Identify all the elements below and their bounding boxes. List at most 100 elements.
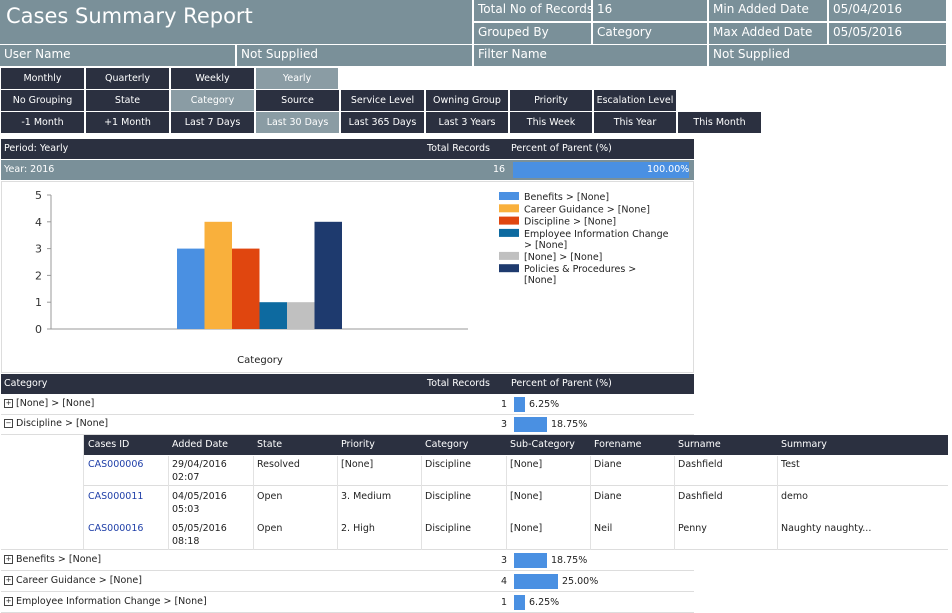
category-percent-header: Percent of Parent (%) — [511, 378, 612, 389]
detail-row[interactable]: CAS000011 04/05/2016 Open 3. Medium Discipli… — [84, 488, 948, 518]
expand-icon[interactable]: + — [4, 399, 13, 408]
group-none-button[interactable]: No Grouping — [1, 90, 85, 111]
group-state-button[interactable]: State — [86, 90, 170, 111]
category-row[interactable]: + [None] > [None] 1 6.25% — [1, 395, 694, 415]
user-name-value: Not Supplied — [237, 45, 472, 66]
chart-x-label: Category — [237, 355, 283, 366]
legend-swatch — [499, 228, 519, 237]
case-id-link[interactable]: CAS000011 — [88, 491, 144, 502]
total-records-label: Total No of Records — [474, 0, 591, 21]
detail-cell: Dashfield — [678, 459, 723, 470]
period-weekly-button[interactable]: Weekly — [171, 68, 255, 89]
category-row-total: 1 — [501, 399, 508, 410]
legend-label: Discipline > [None] — [524, 217, 616, 228]
group-service-level-button[interactable]: Service Level — [341, 90, 425, 111]
detail-col-header: Priority — [341, 439, 375, 450]
detail-col-divider — [337, 456, 338, 550]
max-date-label: Max Added Date — [709, 23, 827, 44]
category-row-label: [None] > [None] — [16, 398, 95, 409]
detail-time: 02:07 — [172, 472, 200, 483]
period-col-header: Period: Yearly — [4, 143, 69, 154]
category-row-total: 1 — [501, 597, 508, 608]
group-priority-button[interactable]: Priority — [510, 90, 593, 111]
group-category-button[interactable]: Category — [171, 90, 255, 111]
detail-cell: [None] — [341, 459, 374, 470]
detail-cell: Diane — [594, 459, 622, 470]
range-this-year-button[interactable]: This Year — [594, 112, 677, 133]
legend-swatch — [499, 251, 519, 260]
category-total-header: Total Records — [427, 378, 490, 389]
expand-icon[interactable]: + — [4, 555, 13, 564]
detail-row[interactable]: CAS000006 29/04/2016 Resolved [None] Discipl… — [84, 456, 948, 486]
chart-bar — [204, 221, 232, 329]
chart-y-tick-label: 5 — [35, 189, 42, 202]
detail-cell: Open — [257, 523, 283, 534]
detail-table-header: Cases ID Added Date State Priority Category S… — [84, 435, 948, 455]
period-percent-header: Percent of Parent (%) — [511, 143, 612, 154]
group-owning-group-button[interactable]: Owning Group — [426, 90, 509, 111]
detail-cell: 04/05/2016 — [172, 491, 227, 502]
detail-col-header: Surname — [678, 439, 721, 450]
period-percent-bar — [513, 162, 689, 178]
range-this-week-button[interactable]: This Week — [510, 112, 593, 133]
case-id-link[interactable]: CAS000016 — [88, 523, 144, 534]
category-row-label: Benefits > [None] — [16, 554, 102, 565]
legend-label: Career Guidance > [None] — [524, 204, 650, 215]
detail-cell: 29/04/2016 — [172, 459, 227, 470]
range-last-7-days-button[interactable]: Last 7 Days — [171, 112, 255, 133]
report-title: Cases Summary Report — [0, 0, 472, 44]
legend-label-cont: [None] — [524, 275, 556, 286]
category-row[interactable]: + Benefits > [None] 3 18.75% — [1, 551, 694, 571]
category-col-header: Category — [4, 378, 48, 389]
chart-y-tick-label: 2 — [35, 269, 42, 282]
range-last-30-days-button[interactable]: Last 30 Days — [256, 112, 340, 133]
category-row[interactable]: + Employee Information Change > [None] 1 6.… — [1, 593, 694, 613]
category-row-total: 3 — [501, 419, 508, 430]
category-bar-chart: 0 1 2 3 4 5 Category Benefits > [None]Career Gu… — [35, 189, 669, 366]
range-this-month-button[interactable]: This Month — [678, 112, 762, 133]
category-row[interactable]: + Career Guidance > [None] 4 25.00% — [1, 572, 694, 592]
category-row-total: 4 — [501, 576, 508, 587]
group-escalation-level-button[interactable]: Escalation Level — [594, 90, 677, 111]
range-last-3-years-button[interactable]: Last 3 Years — [426, 112, 509, 133]
group-source-button[interactable]: Source — [256, 90, 340, 111]
detail-cell: Discipline — [425, 459, 471, 470]
detail-cell: demo — [781, 491, 808, 502]
category-row-percent: 25.00% — [562, 576, 599, 587]
expand-icon[interactable]: + — [4, 597, 13, 606]
category-percent-bar — [514, 553, 547, 568]
case-id-link[interactable]: CAS000006 — [88, 459, 144, 470]
chart-y-tick-label: 4 — [35, 216, 42, 229]
detail-col-header: State — [257, 439, 283, 450]
chart-y-tick-label: 1 — [35, 296, 42, 309]
category-row-label: Discipline > [None] — [16, 418, 109, 429]
period-monthly-button[interactable]: Monthly — [1, 68, 85, 89]
legend-swatch — [499, 264, 519, 273]
detail-cell: [None] — [510, 459, 543, 470]
period-row[interactable]: Year: 2016 16 100.00% — [1, 160, 694, 180]
category-row-percent: 18.75% — [551, 419, 588, 430]
chart-bar — [232, 248, 260, 329]
period-yearly-button[interactable]: Yearly — [256, 68, 339, 89]
detail-row[interactable]: CAS000016 05/05/2016 Open 2. High Discipline… — [84, 520, 948, 550]
detail-indent — [1, 435, 84, 550]
category-row[interactable]: − Discipline > [None] 3 18.75% — [1, 415, 694, 435]
legend-label-cont: > [None] — [524, 240, 567, 251]
period-row-percent: 100.00% — [647, 164, 690, 175]
min-date-label: Min Added Date — [709, 0, 827, 21]
chart-bar — [177, 248, 205, 329]
range-plus-month-button[interactable]: +1 Month — [86, 112, 170, 133]
category-row-label: Career Guidance > [None] — [16, 575, 142, 586]
range-minus-month-button[interactable]: -1 Month — [1, 112, 85, 133]
detail-cell: Discipline — [425, 523, 471, 534]
period-quarterly-button[interactable]: Quarterly — [86, 68, 170, 89]
detail-cell: Diane — [594, 491, 622, 502]
range-last-365-days-button[interactable]: Last 365 Days — [341, 112, 425, 133]
expand-icon[interactable]: + — [4, 576, 13, 585]
collapse-icon[interactable]: − — [4, 419, 13, 428]
total-records-value: 16 — [593, 0, 707, 21]
chart-y-tick-label: 0 — [35, 323, 42, 336]
detail-cell: [None] — [510, 491, 543, 502]
grouped-by-value: Category — [593, 23, 707, 44]
detail-cell: 3. Medium — [341, 491, 392, 502]
